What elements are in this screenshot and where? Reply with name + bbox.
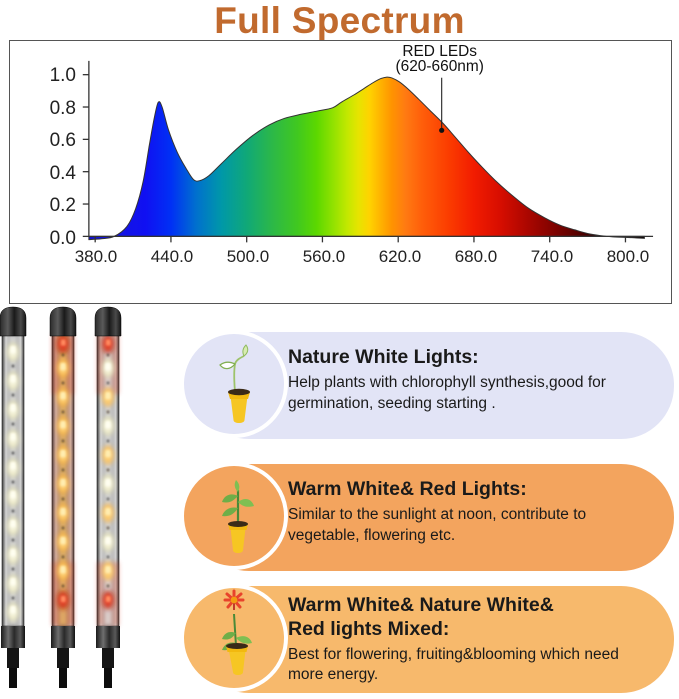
svg-text:(620-660nm): (620-660nm): [395, 58, 483, 75]
